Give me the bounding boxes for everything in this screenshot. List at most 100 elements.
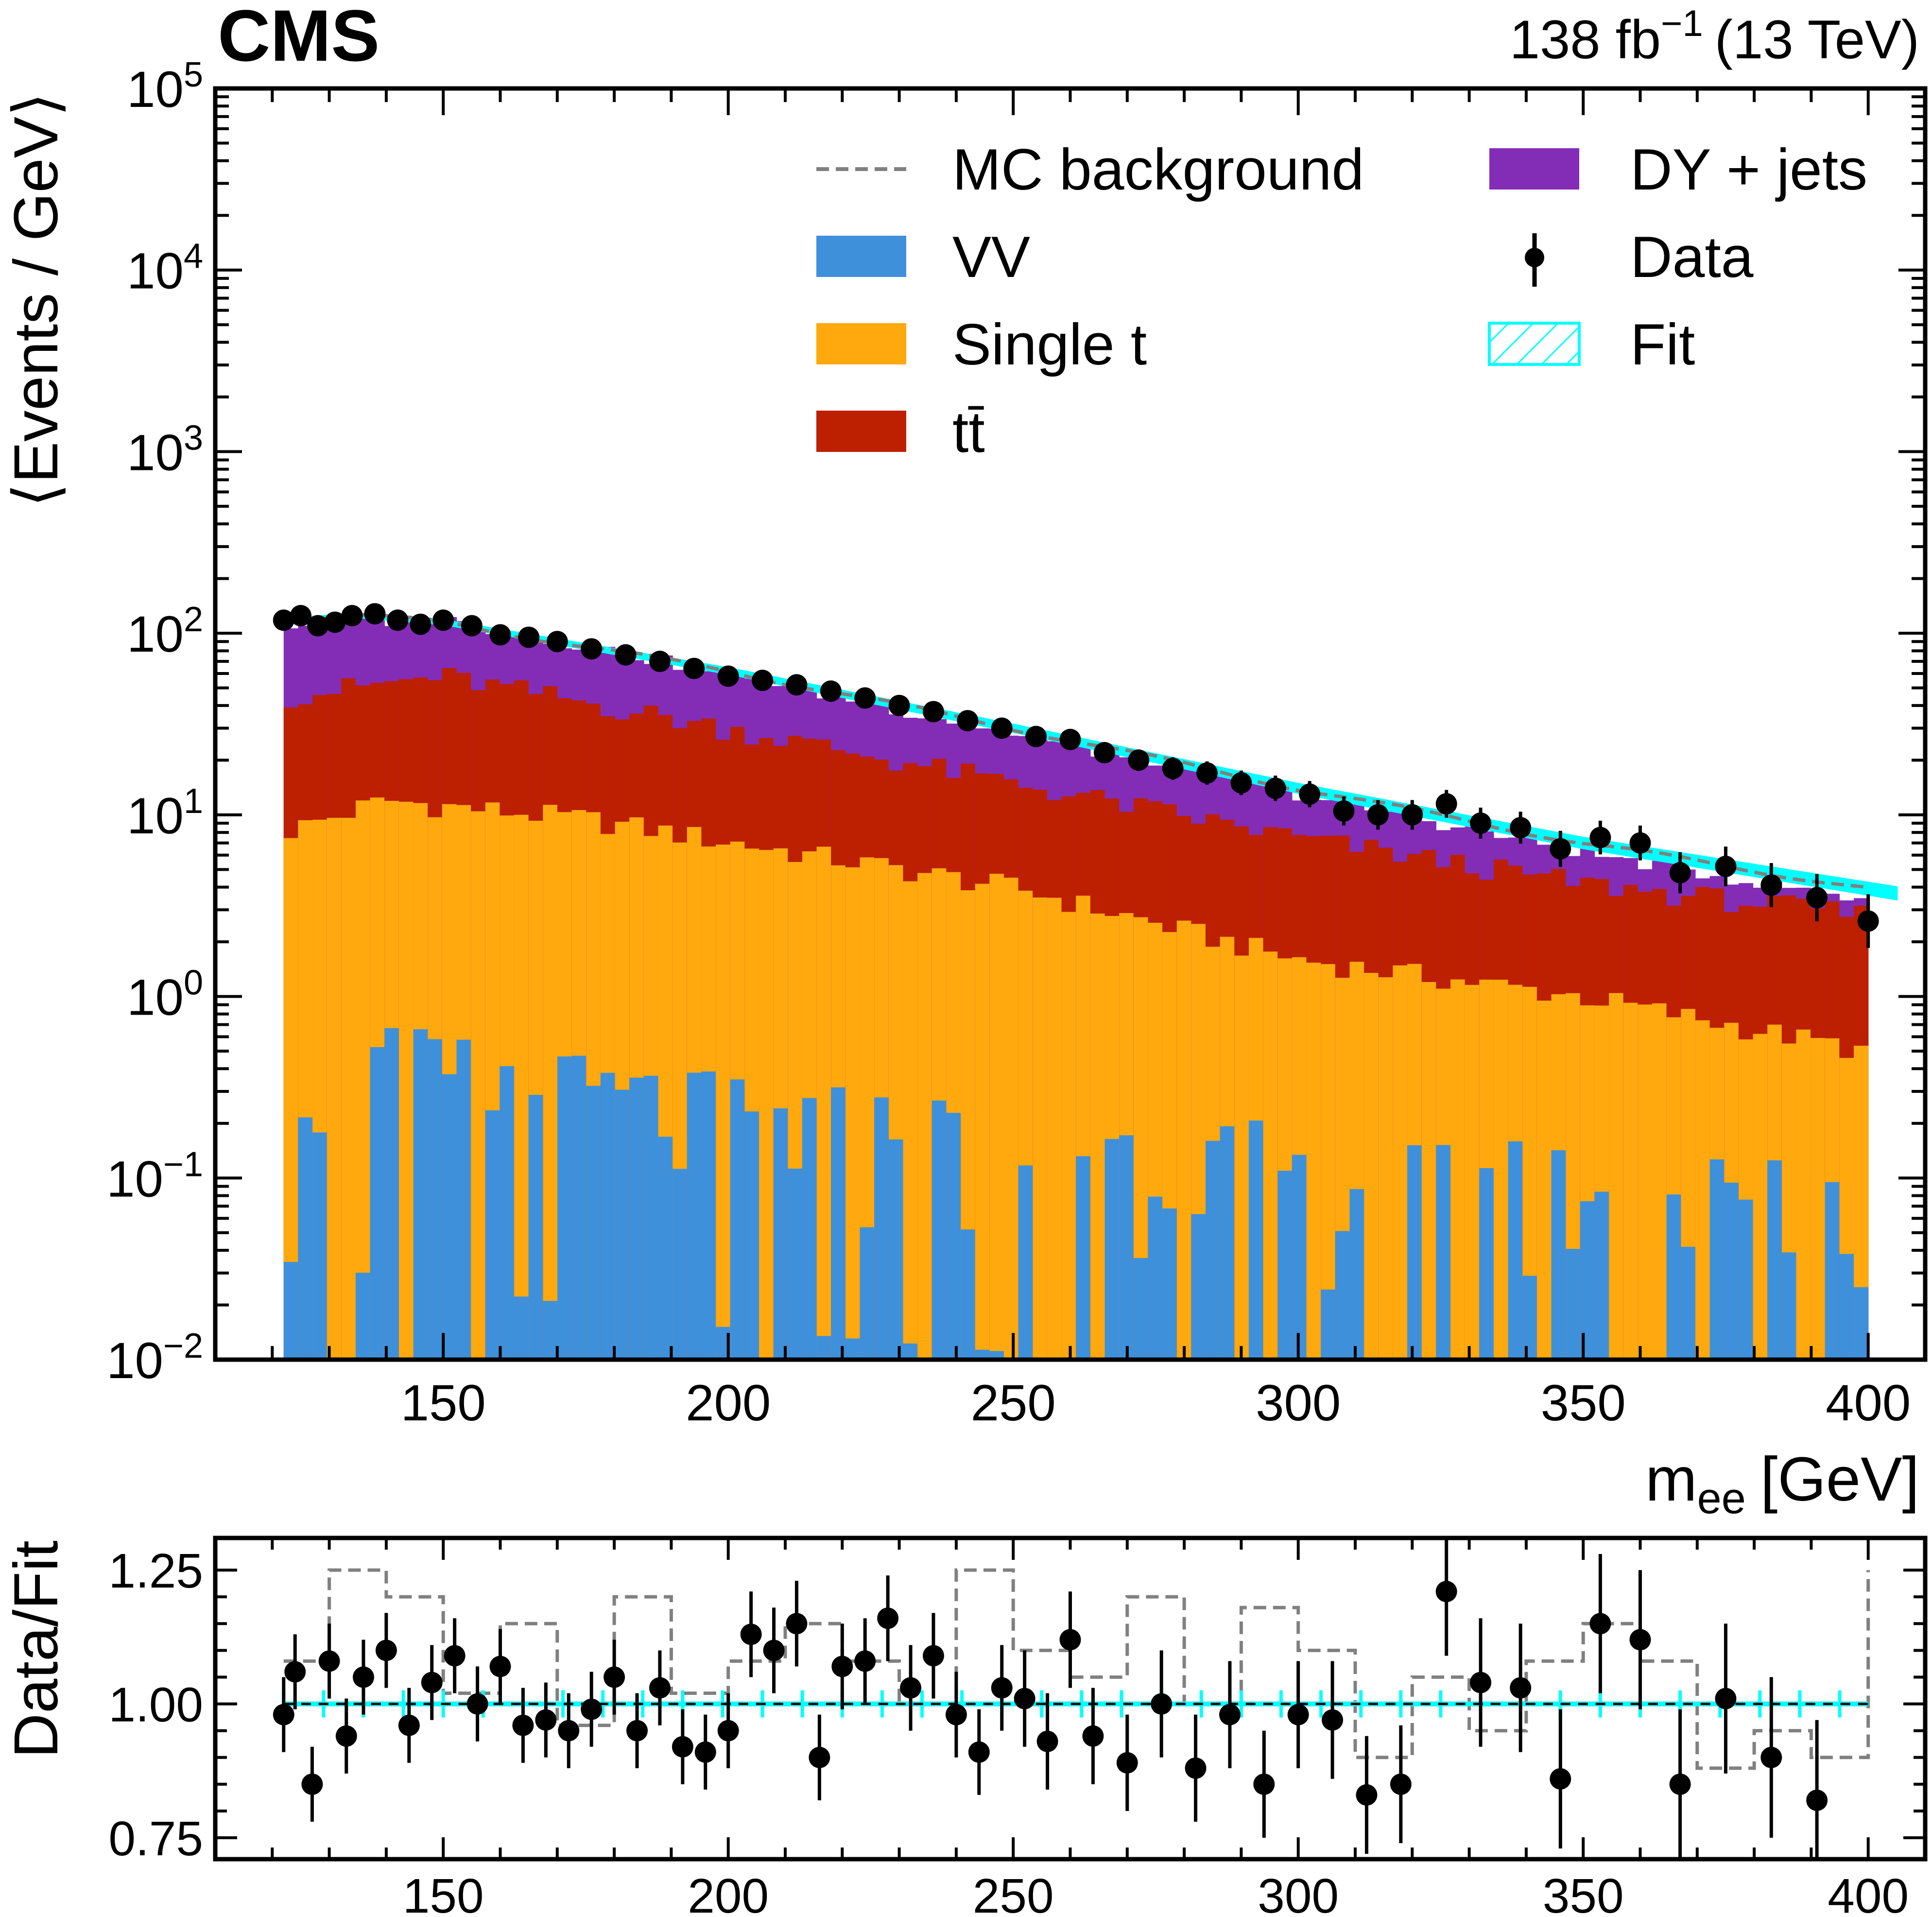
data-point (410, 613, 431, 635)
ratio-point (1082, 1725, 1104, 1747)
data-point (1333, 800, 1355, 822)
legend-fit-label: Fit (1630, 312, 1695, 377)
data-point (489, 624, 511, 646)
data-point (820, 680, 842, 702)
ratio-point (717, 1720, 739, 1742)
single-t-bar (975, 883, 990, 1360)
vv-bar (1767, 1160, 1782, 1360)
single-t-bar (1796, 1029, 1811, 1360)
data-point (1162, 758, 1184, 779)
data-point (518, 626, 540, 648)
vv-bar (1133, 1258, 1149, 1360)
vv-bar (1825, 1182, 1840, 1360)
ratio-point (1253, 1773, 1275, 1795)
single-t-bar (816, 846, 831, 1360)
data-point (461, 615, 483, 637)
vv-bar (643, 1075, 659, 1360)
ratio-point (1219, 1704, 1241, 1726)
vv-bar (816, 1336, 831, 1360)
single-t-bar (1033, 897, 1048, 1360)
single-t-bar (327, 817, 342, 1360)
vv-bar (687, 1072, 702, 1360)
ratio-y-tick-label: 1.00 (108, 1678, 203, 1732)
main-panel: 150 200 250 300 350 400 10−210−11001011021031… (1, 55, 1928, 1523)
single-t-bar (845, 867, 861, 1360)
single-t-bar (1450, 979, 1466, 1360)
data-point (432, 609, 454, 631)
data-point (546, 631, 568, 653)
vv-bar (1407, 1145, 1422, 1360)
vv-bar (413, 1029, 428, 1360)
vv-bar (1839, 1254, 1854, 1360)
vv-bar (1738, 1199, 1754, 1360)
y-tick-label: 10−2 (106, 1327, 203, 1389)
data-point (649, 651, 671, 673)
ratio-point (1510, 1677, 1532, 1699)
vv-bar (557, 1056, 572, 1360)
y-tick-label: 102 (127, 600, 203, 663)
vv-bar (485, 1110, 500, 1360)
vv-bar (615, 1089, 630, 1360)
experiment-label: CMS (218, 0, 380, 76)
ratio-point (1036, 1730, 1058, 1752)
data-point (1550, 838, 1571, 860)
vv-bar (1220, 1126, 1235, 1360)
ratio-fit-line (282, 1690, 1868, 1718)
vv-bar (355, 1273, 371, 1360)
ratio-point (1287, 1704, 1309, 1726)
legend-mc-background-label: MC background (952, 137, 1364, 202)
ratio-point (1116, 1752, 1138, 1774)
legend: MC background VV Single t tt̄ DY + jets … (816, 137, 1867, 465)
y-tick-label: 10−1 (106, 1145, 203, 1208)
ratio-x-tick-label: 250 (973, 1869, 1054, 1917)
x-tick-label: 250 (971, 1375, 1056, 1432)
ratio-x-tick-label: 150 (403, 1869, 484, 1917)
legend-single-t-swatch (816, 323, 906, 364)
ratio-point (335, 1725, 357, 1747)
vv-bar (629, 1077, 644, 1360)
vv-bar (1854, 1287, 1869, 1360)
vv-bar (845, 1338, 861, 1360)
data-point (615, 644, 637, 666)
lumi-value: 138 fb (1510, 9, 1661, 70)
ratio-point (1470, 1672, 1492, 1693)
single-t-bar (903, 881, 918, 1360)
stacked-histograms (283, 616, 1869, 1360)
vv-bar (500, 1066, 515, 1360)
vv-bar (946, 1113, 961, 1360)
y-tick-label: 104 (127, 237, 203, 300)
data-point (387, 609, 409, 631)
ratio-point (626, 1720, 648, 1742)
vv-bar (428, 1039, 443, 1360)
data-point (717, 665, 739, 687)
ratio-x-tick-label: 200 (688, 1869, 769, 1917)
vv-bar (1292, 1155, 1307, 1360)
ratio-point (1550, 1768, 1571, 1790)
ratio-point (444, 1645, 466, 1667)
y-tick-label: 105 (127, 55, 203, 118)
data-point (752, 670, 774, 691)
ratio-point (1390, 1773, 1412, 1795)
vv-bar (1551, 1150, 1566, 1360)
ratio-point (352, 1666, 374, 1688)
ratio-x-ticks: 150 200 250 300 350 400 (271, 1538, 1909, 1917)
ratio-point (854, 1650, 876, 1672)
vv-bar (1277, 1171, 1293, 1360)
ratio-point (922, 1645, 944, 1667)
vv-bar (1781, 1252, 1797, 1360)
ratio-point (1151, 1693, 1173, 1715)
data-points (273, 603, 1879, 948)
vv-bar (442, 1074, 457, 1360)
vv-bar (600, 1072, 616, 1360)
ratio-x-tick-label: 300 (1258, 1869, 1339, 1917)
single-t-bar (1609, 993, 1624, 1360)
vv-bar (1724, 1182, 1739, 1360)
ratio-x-tick-label: 350 (1543, 1869, 1624, 1917)
ratio-point (489, 1656, 511, 1677)
data-point (888, 694, 910, 716)
vv-bar (658, 1137, 673, 1360)
legend-dy-jets-swatch (1489, 148, 1579, 190)
ratio-point (1760, 1746, 1782, 1768)
data-point (1196, 762, 1218, 784)
data-point (1059, 728, 1081, 750)
